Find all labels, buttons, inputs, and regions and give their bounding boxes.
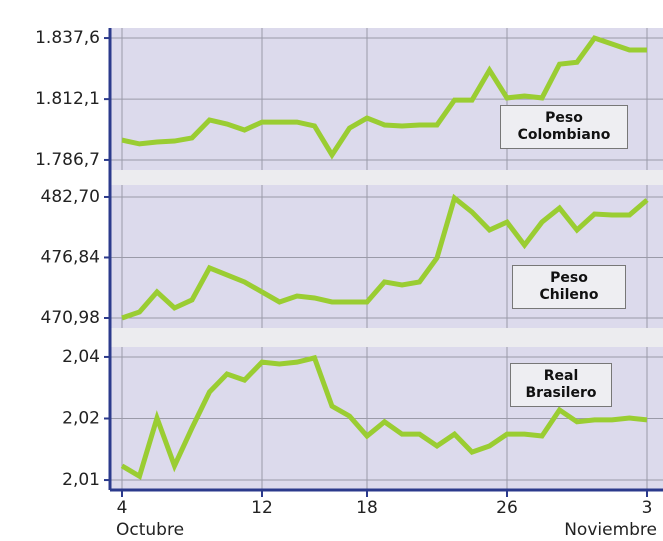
data-line [121,35,647,160]
x-tick-label: 26 [496,498,518,518]
data-line [120,354,648,481]
legend-entry: Peso Colombiano [500,105,628,149]
y-tick-label: 1.812,1 [35,89,100,109]
month-label: Noviembre [564,520,657,540]
y-tick-label: 1.786,7 [35,150,100,170]
x-tick-label: 3 [642,498,653,518]
y-tick-label: 476,84 [41,247,100,267]
data-line [121,193,649,321]
legend-entry: Peso Chileno [512,265,626,309]
x-tick-label: 4 [117,498,128,518]
y-tick-label: 1.837,6 [35,28,100,48]
y-tick-label: 482,70 [41,187,100,207]
legend-entry: Real Brasilero [510,363,612,407]
y-tick-label: 2,01 [62,470,100,490]
y-tick-label: 2,02 [62,409,100,429]
month-label: Octubre [116,520,184,540]
x-tick-label: 18 [356,498,378,518]
y-tick-label: 470,98 [41,308,100,328]
y-tick-label: 2,04 [62,347,100,367]
x-tick-label: 12 [251,498,273,518]
